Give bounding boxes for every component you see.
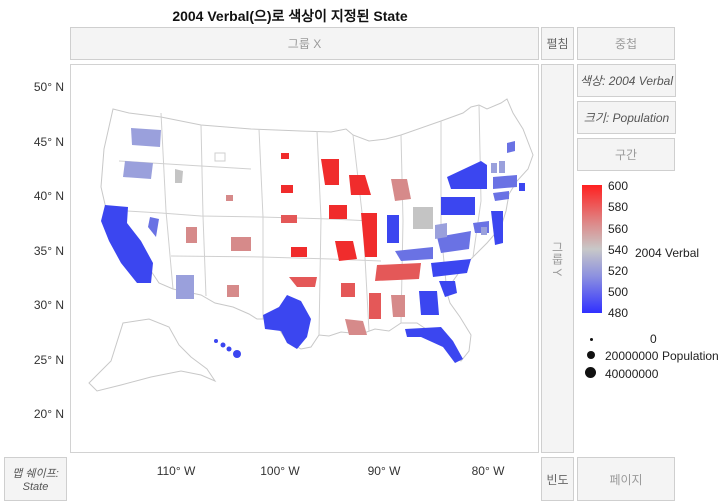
- state-california: [101, 205, 153, 283]
- chart-title: 2004 Verbal(으)로 색상이 지정된 State: [172, 8, 408, 24]
- interval-zone[interactable]: 구간: [577, 138, 675, 171]
- overlay-zone[interactable]: 중첩: [577, 27, 675, 60]
- state-arizona: [176, 275, 194, 299]
- color-legend-tick: 500: [608, 285, 629, 299]
- state-oklahoma: [289, 277, 317, 287]
- state-florida: [405, 327, 463, 363]
- state-mississippi: [369, 293, 381, 319]
- state-kansas: [291, 247, 307, 257]
- color-legend-tick: 580: [608, 200, 629, 214]
- state-new-hampshire: [499, 161, 505, 173]
- state-wyoming: [226, 195, 233, 201]
- state-new-jersey: [491, 211, 503, 245]
- size-legend-value: 40000000: [605, 367, 659, 381]
- state-alaska: [88, 318, 217, 392]
- state-idaho: [175, 169, 183, 183]
- state-utah: [186, 227, 197, 243]
- size-zone[interactable]: 크기: Population: [577, 101, 676, 134]
- state-kentucky: [395, 247, 433, 261]
- x-tick-label: 110° W: [156, 464, 196, 478]
- state-wisconsin: [349, 175, 371, 195]
- y-tick-label: 45° N: [33, 135, 64, 149]
- y-tick-label: 20° N: [33, 407, 64, 421]
- state-nevada: [148, 217, 159, 237]
- state-nebraska: [281, 215, 297, 223]
- size-legend-value: 20000000: [605, 349, 659, 363]
- state-new-mexico: [227, 285, 239, 297]
- state-massachusetts: [493, 175, 517, 189]
- freq-zone[interactable]: 빈도: [541, 457, 574, 501]
- wrap-zone[interactable]: 펼침: [541, 27, 574, 60]
- color-legend-tick: 600: [608, 179, 629, 193]
- state-alabama: [391, 295, 405, 317]
- state-hawaii: [214, 339, 241, 358]
- state-illinois: [361, 213, 377, 257]
- x-tick-label: 100° W: [260, 464, 300, 478]
- y-tick-label: 25° N: [33, 353, 64, 367]
- state-oregon: [123, 161, 153, 179]
- state-rhode-island: [519, 183, 525, 191]
- state-georgia: [419, 291, 439, 315]
- state-south-carolina: [439, 281, 457, 297]
- group-y-zone[interactable]: 그룹 Y: [541, 64, 574, 453]
- state-connecticut: [493, 191, 509, 201]
- state-north-carolina: [431, 259, 471, 277]
- size-legend-dot-small: [590, 338, 593, 341]
- state-maine: [507, 141, 515, 153]
- state-iowa: [329, 205, 347, 219]
- group-x-zone[interactable]: 그룹 X: [70, 27, 539, 60]
- size-legend-value: 0: [650, 332, 657, 346]
- state-washington: [131, 128, 161, 147]
- state-michigan: [391, 179, 411, 201]
- color-legend-tick: 520: [608, 264, 629, 278]
- state-louisiana: [345, 319, 367, 335]
- state-pennsylvania: [441, 197, 475, 215]
- state-missouri: [335, 241, 357, 261]
- state-ohio: [413, 207, 433, 229]
- page-zone[interactable]: 페이지: [577, 457, 675, 501]
- state-indiana: [387, 215, 399, 243]
- state-north-dakota: [281, 153, 289, 159]
- state-delaware: [481, 227, 487, 235]
- us-map: [88, 98, 534, 392]
- color-legend-tick: 480: [608, 306, 629, 320]
- map-shape-zone[interactable]: 맵 쉐이프: State: [4, 457, 67, 501]
- state-tennessee: [375, 263, 421, 281]
- size-legend-dot-medium: [587, 351, 595, 359]
- color-legend-tick: 540: [608, 243, 629, 257]
- state-minnesota: [321, 159, 339, 185]
- size-legend-title: Population: [662, 349, 719, 363]
- color-zone[interactable]: 색상: 2004 Verbal: [577, 64, 676, 97]
- y-tick-label: 40° N: [33, 189, 64, 203]
- x-tick-label: 90° W: [367, 464, 401, 478]
- state-colorado: [231, 237, 251, 251]
- y-tick-label: 30° N: [33, 298, 64, 312]
- state-vermont: [491, 163, 497, 173]
- state-new-york: [447, 161, 487, 189]
- color-legend-gradient: [582, 185, 602, 313]
- state-montana: [214, 152, 226, 162]
- y-tick-label: 50° N: [33, 80, 64, 94]
- map-plot-area[interactable]: [70, 64, 539, 453]
- state-west-virginia: [435, 223, 447, 239]
- y-tick-label: 35° N: [33, 244, 64, 258]
- size-legend-dot-large: [585, 367, 596, 378]
- color-legend-title: 2004 Verbal: [635, 246, 700, 260]
- state-texas: [263, 295, 311, 349]
- state-south-dakota: [281, 185, 293, 193]
- color-legend-tick: 560: [608, 222, 629, 236]
- x-tick-label: 80° W: [471, 464, 505, 478]
- state-arkansas: [341, 283, 355, 297]
- state-shapes: [88, 128, 525, 392]
